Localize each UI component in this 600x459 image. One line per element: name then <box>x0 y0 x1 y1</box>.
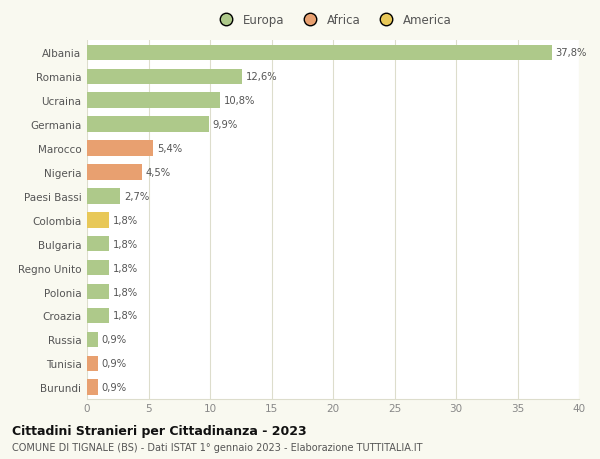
Bar <box>87 165 142 180</box>
Text: 4,5%: 4,5% <box>146 168 171 178</box>
Bar <box>87 236 109 252</box>
Text: 37,8%: 37,8% <box>556 48 587 58</box>
Bar <box>87 69 242 85</box>
Bar <box>87 93 220 109</box>
Legend: Europa, Africa, America: Europa, Africa, America <box>209 10 457 32</box>
Text: 1,8%: 1,8% <box>113 263 138 273</box>
Text: 0,9%: 0,9% <box>102 382 127 392</box>
Text: 0,9%: 0,9% <box>102 358 127 369</box>
Bar <box>87 332 98 347</box>
Text: 9,9%: 9,9% <box>212 120 238 130</box>
Bar <box>87 141 154 157</box>
Text: 2,7%: 2,7% <box>124 191 149 202</box>
Text: 1,8%: 1,8% <box>113 215 138 225</box>
Text: Cittadini Stranieri per Cittadinanza - 2023: Cittadini Stranieri per Cittadinanza - 2… <box>12 425 307 437</box>
Text: 0,9%: 0,9% <box>102 335 127 345</box>
Bar <box>87 356 98 371</box>
Bar <box>87 213 109 228</box>
Text: 1,8%: 1,8% <box>113 239 138 249</box>
Bar <box>87 308 109 324</box>
Bar <box>87 284 109 300</box>
Text: 5,4%: 5,4% <box>157 144 182 154</box>
Text: 12,6%: 12,6% <box>245 72 277 82</box>
Bar <box>87 189 120 204</box>
Bar <box>87 117 209 133</box>
Text: 1,8%: 1,8% <box>113 311 138 321</box>
Bar <box>87 260 109 276</box>
Bar <box>87 45 552 61</box>
Text: 10,8%: 10,8% <box>224 96 255 106</box>
Text: 1,8%: 1,8% <box>113 287 138 297</box>
Text: COMUNE DI TIGNALE (BS) - Dati ISTAT 1° gennaio 2023 - Elaborazione TUTTITALIA.IT: COMUNE DI TIGNALE (BS) - Dati ISTAT 1° g… <box>12 442 422 452</box>
Bar <box>87 380 98 395</box>
